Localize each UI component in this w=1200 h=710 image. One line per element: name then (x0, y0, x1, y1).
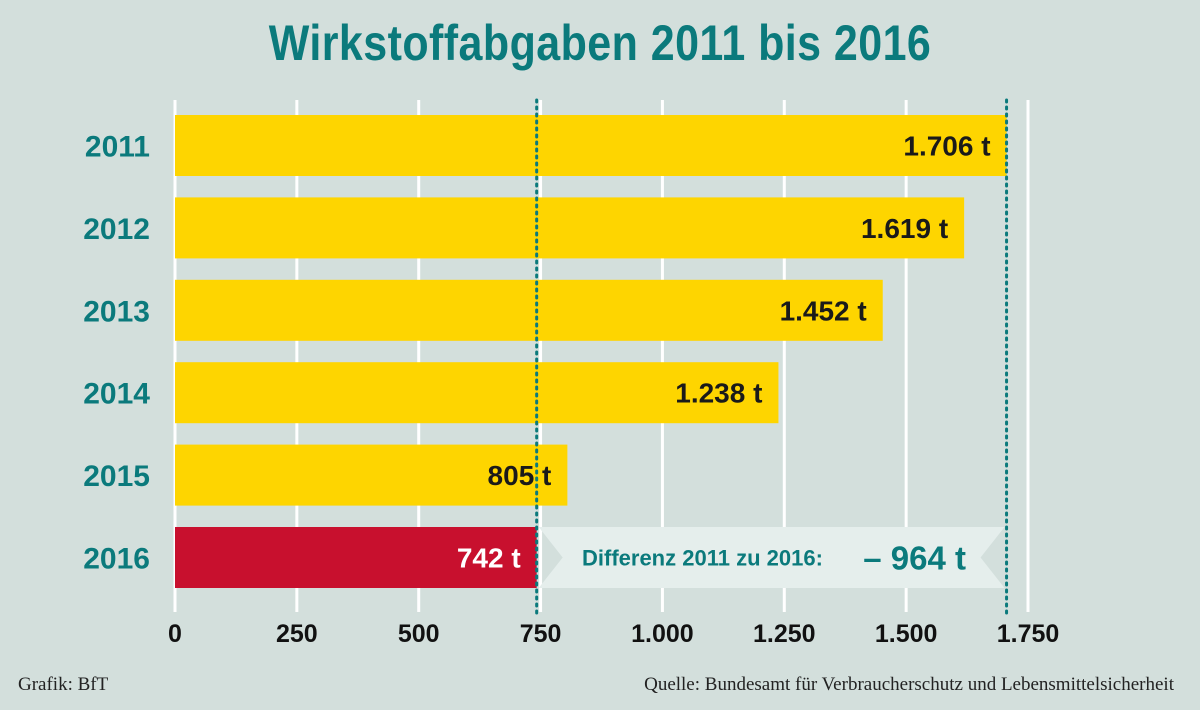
y-category-label: 2014 (83, 378, 150, 411)
y-category-label: 2013 (83, 295, 150, 328)
credit-text: Grafik: BfT (18, 674, 109, 695)
bar-value-label: 1.706 t (903, 131, 990, 162)
gridlines (173, 100, 1030, 612)
y-category-label: 2012 (83, 213, 150, 246)
x-tick-label: 500 (398, 620, 440, 648)
reference-lines (535, 98, 1009, 616)
bar (175, 279, 883, 341)
bars (175, 115, 1007, 588)
bar-value-label: 805 t (488, 460, 552, 491)
x-tick-label: 1.500 (875, 620, 938, 648)
bar-value-label: 1.619 t (861, 213, 948, 244)
source-text: Quelle: Bundesamt für Verbraucherschutz … (644, 674, 1174, 695)
bar-value-label: 742 t (457, 543, 521, 574)
x-tick-label: 250 (276, 620, 318, 648)
x-tick-label: 0 (168, 620, 182, 648)
annotation-value: – 964 t (863, 540, 966, 577)
labels: 0 250 500 750 1.000 1.250 1.500 1.750 2011 2012 20… (83, 131, 1059, 649)
y-category-label: 2011 (85, 131, 150, 164)
bar (175, 362, 779, 424)
bar (175, 197, 965, 259)
y-category-label: 2016 (83, 543, 150, 576)
y-category-label: 2015 (83, 460, 150, 493)
x-tick-label: 1.000 (631, 620, 694, 648)
x-tick-label: 750 (520, 620, 562, 648)
annotation-ribbon (538, 527, 1005, 588)
bar-value-label: 1.452 t (780, 295, 867, 326)
annotation-text: Differenz 2011 zu 2016: (582, 546, 823, 571)
x-tick-label: 1.750 (997, 620, 1060, 648)
bar-value-label: 1.238 t (675, 378, 762, 409)
bar (175, 527, 537, 588)
bar (175, 115, 1007, 176)
bar (175, 444, 568, 506)
chart-title: Wirkstoffabgaben 2011 bis 2016 (268, 15, 932, 71)
x-tick-label: 1.250 (753, 620, 816, 648)
difference-annotation: Differenz 2011 zu 2016: – 964 t (538, 527, 1005, 588)
